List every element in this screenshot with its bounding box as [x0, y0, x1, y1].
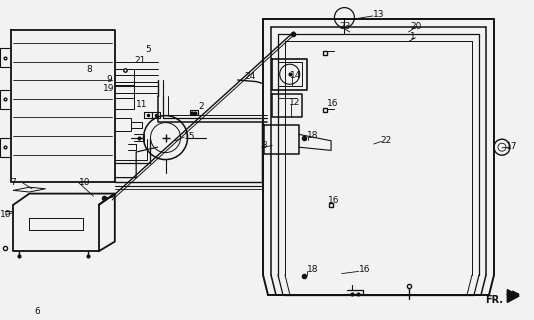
- Text: 16: 16: [359, 265, 371, 274]
- Text: 12: 12: [289, 98, 301, 107]
- Text: 24: 24: [244, 72, 255, 81]
- Text: 16: 16: [327, 99, 339, 108]
- Text: FR.: FR.: [485, 295, 503, 305]
- Text: 21: 21: [135, 56, 146, 65]
- Text: 3: 3: [262, 141, 268, 150]
- Text: 18: 18: [307, 131, 318, 140]
- Text: 22: 22: [380, 136, 391, 145]
- Text: 1: 1: [410, 32, 416, 41]
- Text: 23: 23: [339, 22, 350, 31]
- Text: 7: 7: [11, 178, 17, 187]
- Text: 20: 20: [410, 22, 421, 31]
- Text: 19: 19: [103, 84, 114, 93]
- Polygon shape: [507, 290, 519, 302]
- Text: 14: 14: [290, 71, 301, 80]
- Text: 16: 16: [328, 196, 340, 205]
- Text: 5: 5: [145, 45, 151, 54]
- Text: 15: 15: [184, 132, 196, 140]
- Text: 9: 9: [107, 75, 113, 84]
- Text: 17: 17: [506, 142, 518, 151]
- Text: 10: 10: [79, 178, 91, 187]
- Text: 10: 10: [0, 210, 12, 219]
- Text: 8: 8: [87, 65, 92, 74]
- Text: 2: 2: [199, 102, 205, 111]
- Text: 18: 18: [307, 265, 319, 274]
- Text: 6: 6: [35, 308, 40, 316]
- Text: 13: 13: [373, 10, 384, 19]
- Text: 11: 11: [136, 100, 147, 109]
